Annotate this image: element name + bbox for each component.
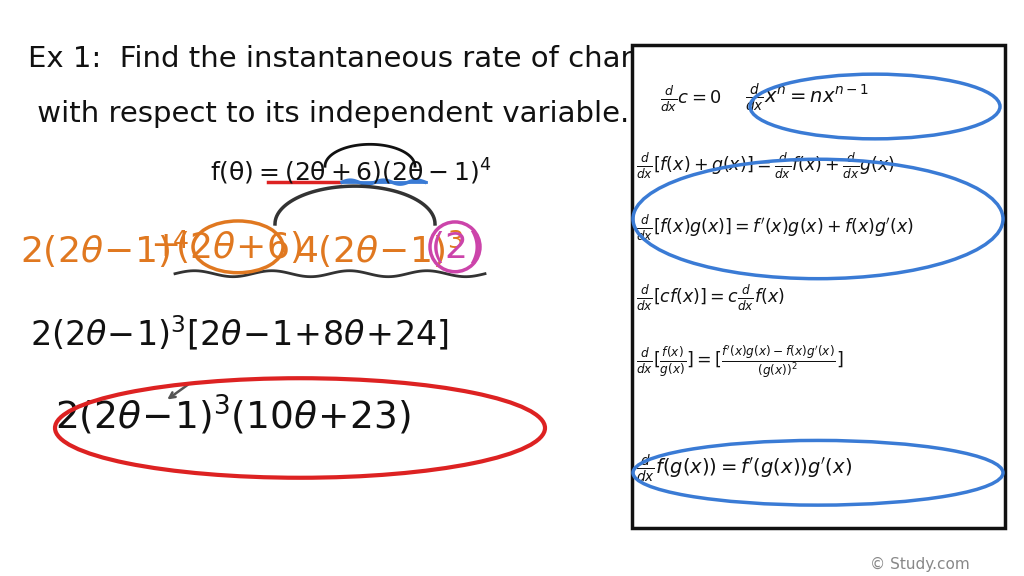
Text: $\frac{d}{dx}[f(x)+g(x)]=\frac{d}{dx}f(x)+\frac{d}{dx}g(x)$: $\frac{d}{dx}[f(x)+g(x)]=\frac{d}{dx}f(x… [636, 151, 895, 181]
Text: $\frac{d}{dx}[f(x)g(x)]=f'(x)g(x)+f(x)g'(x)$: $\frac{d}{dx}[f(x)g(x)]=f'(x)g(x)+f(x)g'… [636, 214, 914, 244]
Text: $(2\theta\!+\!6)$: $(2\theta\!+\!6)$ [175, 229, 303, 265]
FancyBboxPatch shape [632, 45, 1005, 528]
Text: © Study.com: © Study.com [870, 558, 970, 573]
Text: $+$: $+$ [150, 229, 178, 263]
Text: $4(2\theta\!-\!1)^3$: $4(2\theta\!-\!1)^3$ [295, 229, 463, 270]
Text: $2(2\theta\!-\!1)^3[2\theta\!-\!1\!+\!8\theta\!+\!24]$: $2(2\theta\!-\!1)^3[2\theta\!-\!1\!+\!8\… [30, 313, 449, 353]
Text: $\frac{d}{dx}[\frac{f(x)}{g(x)}]=[\frac{f'(x)g(x)-f(x)g'(x)}{(g(x))^2}]$: $\frac{d}{dx}[\frac{f(x)}{g(x)}]=[\frac{… [636, 343, 844, 380]
Text: with respect to its independent variable.: with respect to its independent variable… [28, 100, 630, 127]
Text: $\frac{d}{dx}x^n=nx^{n-1}$: $\frac{d}{dx}x^n=nx^{n-1}$ [745, 82, 869, 113]
Text: $2(2\theta\!-\!1)^4$: $2(2\theta\!-\!1)^4$ [20, 229, 188, 270]
Text: Ex 1:  Find the instantaneous rate of change of f: Ex 1: Find the instantaneous rate of cha… [28, 45, 732, 73]
Text: $\frac{d}{dx}[cf(x)]=c\frac{d}{dx}f(x)$: $\frac{d}{dx}[cf(x)]=c\frac{d}{dx}f(x)$ [636, 283, 784, 313]
Text: $\frac{d}{dx}c=0$: $\frac{d}{dx}c=0$ [660, 85, 722, 114]
Text: $(2)$: $(2)$ [430, 229, 480, 265]
Text: $\mathregular{f(\theta)=(2\theta+6)(2\theta-1)^4}$: $\mathregular{f(\theta)=(2\theta+6)(2\th… [210, 157, 492, 187]
Text: $2(2\theta\!-\!1)^3(10\theta\!+\!23)$: $2(2\theta\!-\!1)^3(10\theta\!+\!23)$ [55, 393, 411, 437]
Text: $\frac{d}{dx}f(g(x))=f'(g(x))g'(x)$: $\frac{d}{dx}f(g(x))=f'(g(x))g'(x)$ [636, 453, 852, 485]
